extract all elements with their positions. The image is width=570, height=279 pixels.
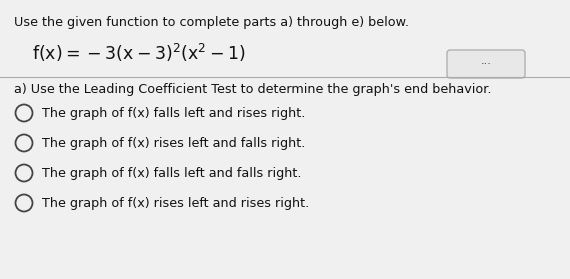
Text: The graph of f(x) falls left and rises right.: The graph of f(x) falls left and rises r… (42, 107, 306, 119)
Text: The graph of f(x) rises left and falls right.: The graph of f(x) rises left and falls r… (42, 136, 306, 150)
Text: a) Use the Leading Coefficient Test to determine the graph's end behavior.: a) Use the Leading Coefficient Test to d… (14, 83, 491, 96)
Text: The graph of f(x) falls left and falls right.: The graph of f(x) falls left and falls r… (42, 167, 302, 179)
Text: ···: ··· (481, 59, 491, 69)
Text: The graph of f(x) rises left and rises right.: The graph of f(x) rises left and rises r… (42, 196, 310, 210)
Text: $\mathregular{f(x)=-3(x-3)^2(x^2-1)}$: $\mathregular{f(x)=-3(x-3)^2(x^2-1)}$ (32, 42, 246, 64)
Text: Use the given function to complete parts a) through e) below.: Use the given function to complete parts… (14, 16, 409, 29)
FancyBboxPatch shape (447, 50, 525, 78)
